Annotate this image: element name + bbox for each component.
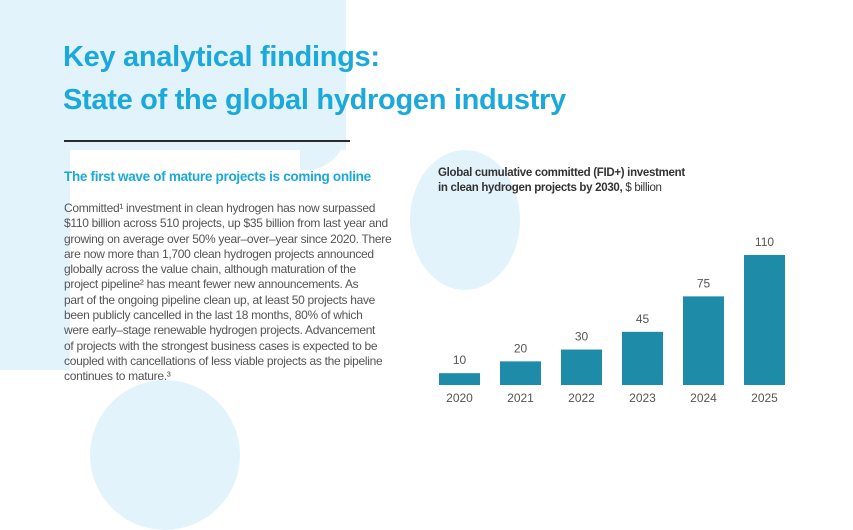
data-label: 10 — [453, 353, 467, 367]
paragraph-line: growing on average over 50% year–over–ye… — [64, 231, 392, 246]
bar-2021 — [500, 361, 541, 385]
data-label: 20 — [514, 341, 528, 355]
paragraph-line: coupled with cancellations of less viabl… — [64, 353, 383, 368]
page-title-line1: Key analytical findings: — [63, 41, 380, 73]
paragraph-line: part of the ongoing pipeline clean up, a… — [64, 292, 376, 307]
paragraph-line: continues to mature.³ — [64, 369, 171, 384]
data-label: 110 — [755, 235, 774, 249]
paragraph-line: Committed¹ investment in clean hydrogen … — [64, 201, 376, 215]
background-shape — [410, 150, 520, 290]
paragraph-line: $110 billion across 510 projects, up $35… — [64, 216, 388, 231]
bar-2020 — [439, 373, 480, 385]
background-shape — [0, 0, 346, 150]
background-shape — [0, 140, 70, 370]
page-title: Key analytical findings: State of the gl… — [63, 36, 566, 122]
section-paragraph: Committed¹ investment in clean hydrogen … — [64, 201, 424, 385]
x-tick-label: 2024 — [690, 391, 717, 405]
x-tick-label: 2023 — [629, 391, 656, 405]
paragraph-line: globally across the value chain, althoug… — [64, 262, 356, 277]
chart-title-line2: in clean hydrogen projects by 2030, — [438, 182, 623, 194]
x-tick-label: 2021 — [507, 391, 534, 405]
x-tick-label: 2022 — [568, 391, 595, 405]
divider — [64, 140, 350, 142]
data-label: 45 — [636, 312, 650, 326]
chart-title: Global cumulative committed (FID+) inves… — [438, 166, 685, 196]
bar-2025 — [744, 255, 785, 385]
bar-2024 — [683, 296, 724, 385]
data-label: 75 — [697, 276, 711, 290]
chart-unit: $ billion — [625, 182, 662, 194]
paragraph-line: were early–stage renewable hydrogen proj… — [64, 323, 376, 338]
section-subtitle: The first wave of mature projects is com… — [64, 169, 371, 184]
x-tick-label: 2025 — [751, 391, 778, 405]
bar-2022 — [561, 349, 602, 385]
paragraph-line: of projects with the strongest business … — [64, 338, 378, 353]
x-tick-label: 2020 — [446, 391, 473, 405]
bar-2023 — [622, 331, 663, 385]
paragraph-line: project pipeline² has meant fewer new an… — [64, 277, 359, 292]
chart-title-line1: Global cumulative committed (FID+) inves… — [438, 167, 685, 179]
data-label: 30 — [575, 330, 589, 344]
page-title-line2: State of the global hydrogen industry — [63, 84, 566, 116]
paragraph-line: been publicly cancelled in the last 18 m… — [64, 308, 363, 323]
paragraph-line: are now more than 1,700 clean hydrogen p… — [64, 246, 374, 261]
